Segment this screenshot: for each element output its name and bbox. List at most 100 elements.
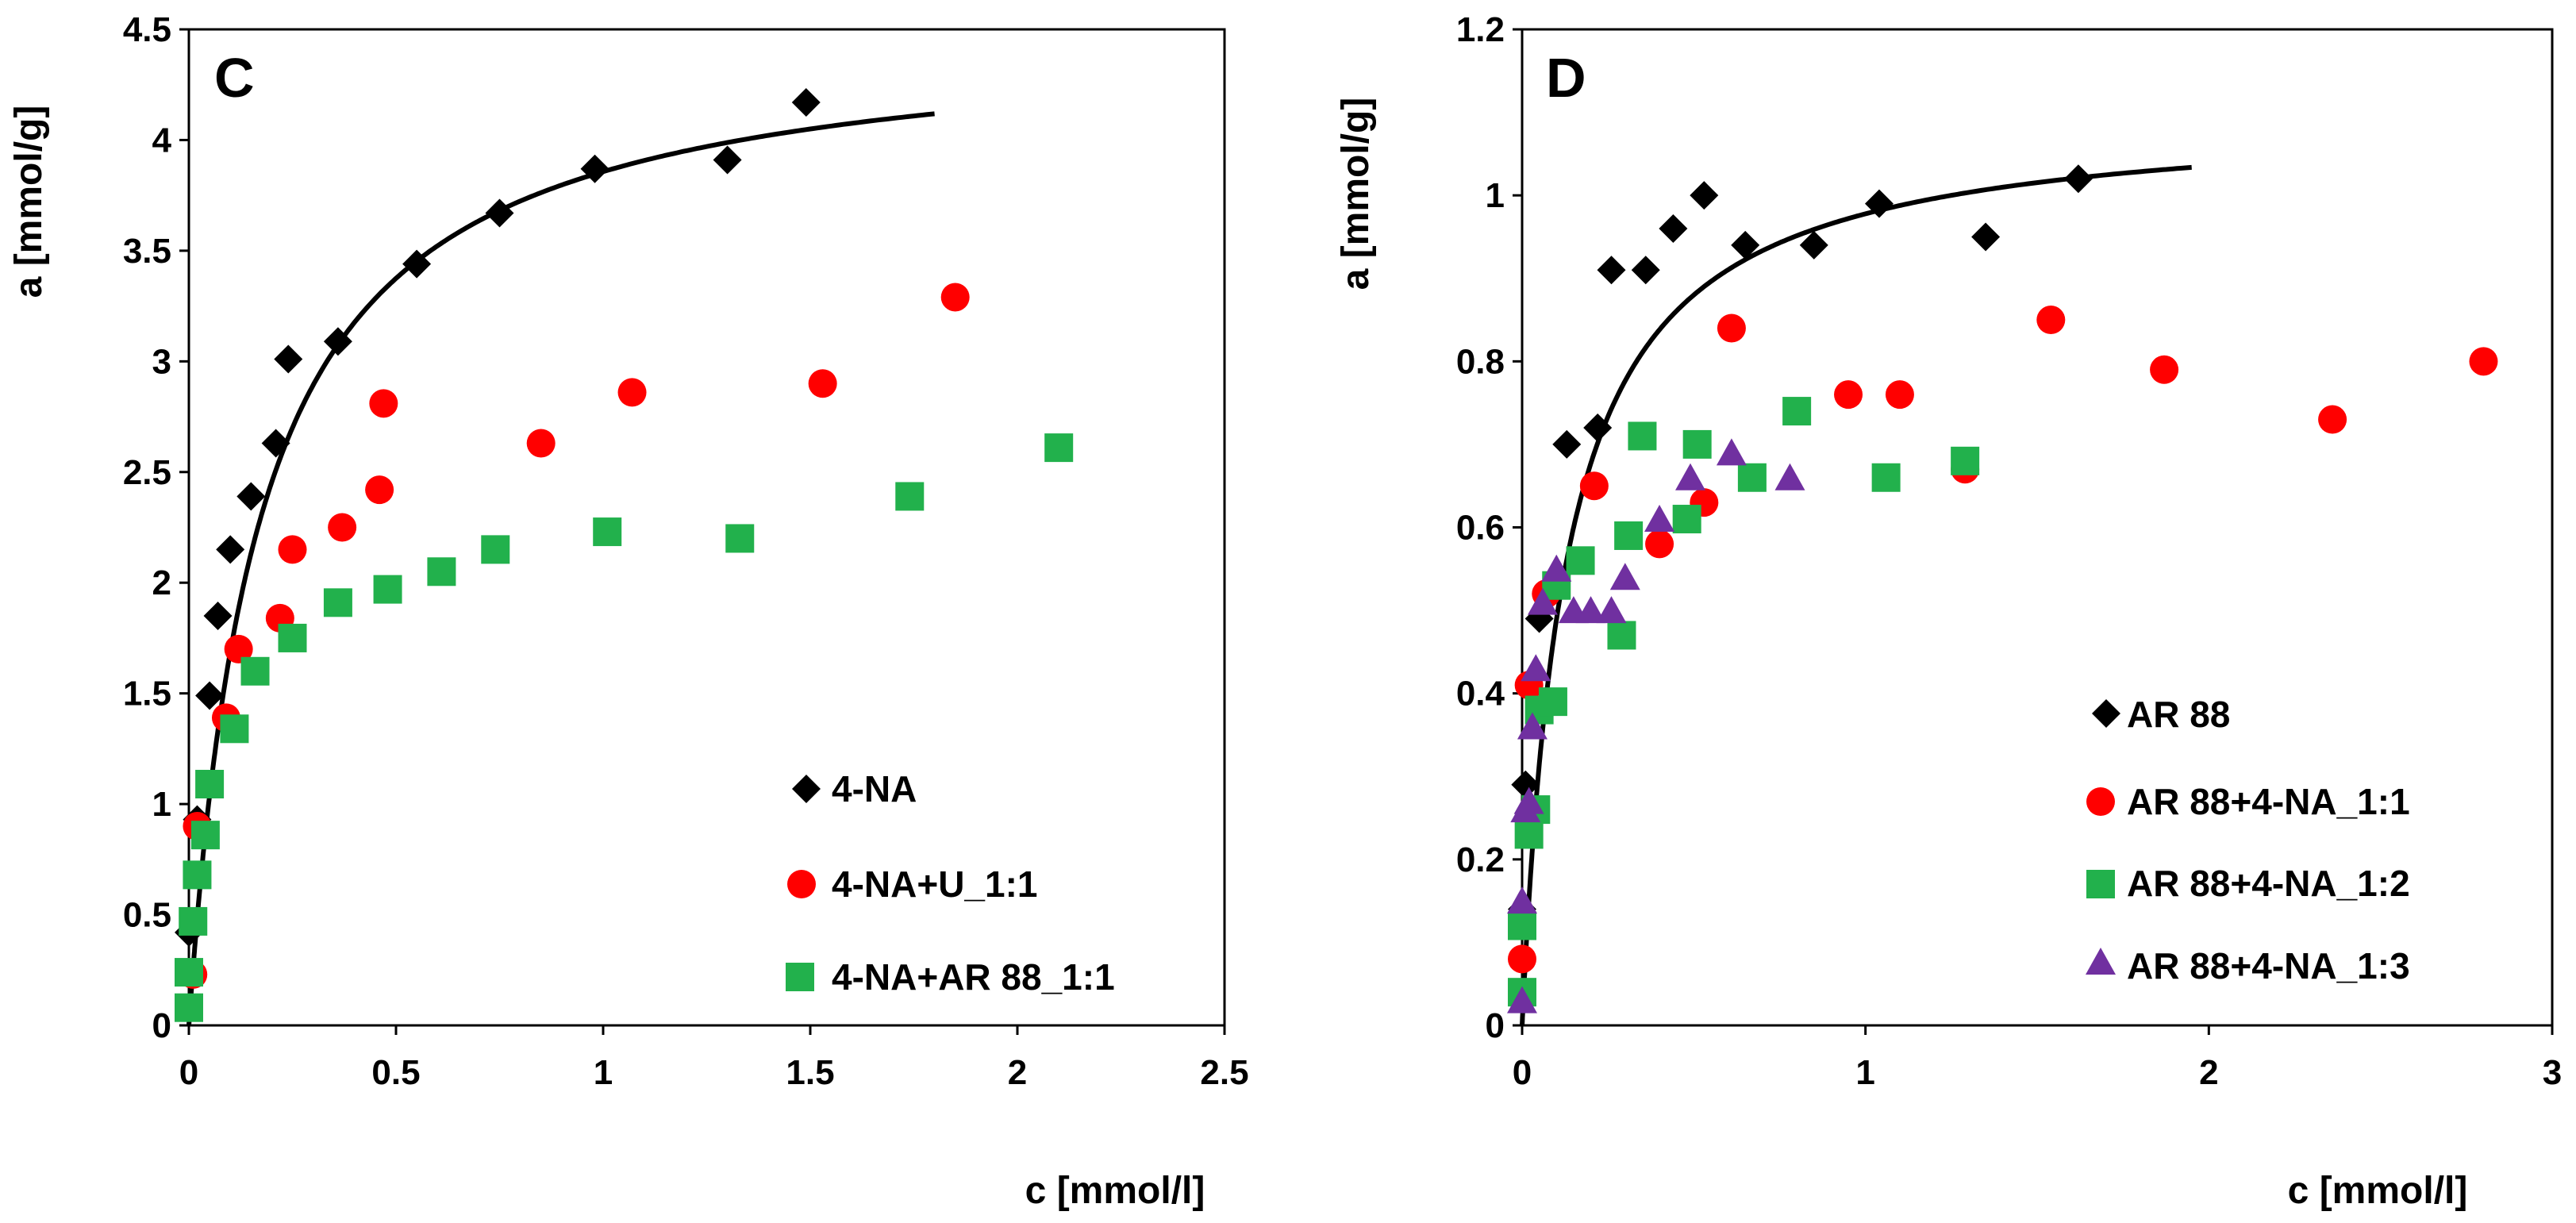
- data-point-diamond: [402, 249, 432, 279]
- y-tick-label: 1: [1486, 176, 1505, 215]
- data-point-circle: [369, 389, 398, 418]
- data-point-diamond: [1552, 429, 1582, 459]
- data-point-circle: [526, 429, 556, 458]
- data-point-diamond: [791, 88, 821, 117]
- data-point-square: [175, 958, 203, 987]
- data-point-diamond: [1731, 230, 1760, 260]
- data-point-triangle: [1609, 563, 1640, 590]
- legend-item-ar88-4na-1-3: AR 88+4-NA_1:3: [2086, 945, 2410, 986]
- data-point-circle: [2036, 306, 2066, 335]
- x-tick-label: 0.5: [371, 1053, 420, 1092]
- legend-label: 4-NA+AR 88_1:1: [832, 956, 1115, 998]
- data-point-triangle: [1675, 463, 1706, 490]
- data-point-square: [1628, 421, 1657, 451]
- y-axis-title-c: a [mmol/g]: [8, 106, 50, 298]
- data-point-circle: [1717, 313, 1746, 343]
- data-point-diamond: [713, 145, 742, 175]
- data-point-circle: [328, 513, 357, 542]
- legend-c: 4-NA 4-NA+U_1:1 4-NA+AR 88_1:1: [786, 768, 1115, 998]
- data-point-circle: [617, 378, 647, 407]
- data-point-square: [1782, 397, 1812, 426]
- data-point-circle: [224, 634, 253, 663]
- data-point-square: [1566, 546, 1595, 575]
- data-point-triangle: [1507, 886, 1537, 914]
- x-tick-label: 2: [1008, 1053, 1027, 1092]
- data-point-square: [1672, 505, 1701, 534]
- legend-label: AR 88: [2127, 694, 2230, 735]
- legend-label: 4-NA+U_1:1: [832, 863, 1038, 905]
- y-tick-label: 2: [152, 563, 171, 602]
- legend-label: AR 88+4-NA_1:1: [2127, 781, 2410, 822]
- data-point-square: [1044, 433, 1074, 463]
- y-tick-label: 1.5: [123, 675, 171, 713]
- legend-item-4-na: 4-NA: [792, 768, 917, 810]
- data-point-square: [1951, 446, 1980, 475]
- legend-item-ar88-4na-1-2: AR 88+4-NA_1:2: [2086, 863, 2410, 904]
- data-point-square: [1514, 820, 1544, 849]
- data-point-square: [183, 860, 212, 890]
- legend-marker-diamond: [792, 775, 821, 803]
- data-point-triangle: [1521, 654, 1551, 682]
- data-point-square: [1682, 429, 1712, 459]
- y-tick-label: 3: [152, 342, 171, 381]
- data-point-square: [190, 821, 220, 850]
- data-point-circle: [278, 535, 307, 564]
- legend-marker-circle: [787, 870, 816, 898]
- data-point-diamond: [1511, 770, 1540, 799]
- data-point-square: [593, 517, 622, 547]
- data-point-square: [725, 524, 755, 553]
- data-point-square: [278, 623, 307, 652]
- y-tick-label: 0: [1486, 1006, 1505, 1045]
- data-point-circle: [2150, 355, 2179, 384]
- data-point-circle: [1834, 380, 1863, 410]
- data-point-triangle: [1716, 438, 1747, 466]
- plot-area-c: [187, 28, 1226, 1027]
- panel-c: 0 0.5 1 1.5 2 2.5 3 3.5 4 4.5 0 0.5 1 1.5 2 2.5 C a [mm…: [8, 10, 1249, 1212]
- data-point-diamond: [1690, 181, 1719, 210]
- y-tick-label: 3.5: [123, 232, 171, 271]
- data-point-circle: [365, 475, 394, 505]
- data-point-circle: [1579, 471, 1609, 501]
- data-point-square: [195, 770, 225, 799]
- panel-label-d: D: [1546, 47, 1586, 109]
- data-point-diamond: [195, 681, 225, 710]
- y-tick-label: 1: [152, 785, 171, 824]
- y-tick-label: 4.5: [123, 10, 171, 49]
- data-point-diamond: [580, 154, 609, 183]
- data-point-diamond: [1799, 230, 1828, 260]
- ticks-d: 0 0.2 0.4 0.6 0.8 1 1.2 0 1 2 3: [1456, 10, 2562, 1092]
- data-point-triangle: [1774, 463, 1805, 490]
- data-point-diamond: [203, 602, 233, 631]
- data-point-triangle: [1517, 712, 1548, 740]
- data-point-circle: [808, 369, 837, 398]
- data-point-circle: [1508, 944, 1536, 974]
- data-point-triangle: [1644, 505, 1675, 533]
- y-tick-label: 0.6: [1456, 509, 1505, 548]
- data-point-triangle: [1527, 587, 1558, 615]
- data-point-triangle: [1513, 786, 1544, 814]
- data-point-circle: [1885, 380, 1914, 410]
- panel-label-c: C: [214, 47, 255, 109]
- data-point-diamond: [274, 344, 303, 374]
- data-point-square: [373, 575, 402, 604]
- legend-marker-square: [786, 963, 814, 991]
- data-point-diamond: [216, 535, 245, 564]
- data-point-diamond: [1659, 214, 1688, 243]
- data-point-diamond: [261, 429, 290, 458]
- data-point-square: [481, 535, 510, 564]
- data-point-diamond: [485, 198, 514, 228]
- x-tick-label: 0: [179, 1053, 198, 1092]
- x-tick-label: 2: [2199, 1053, 2218, 1092]
- panel-d: 0 0.2 0.4 0.6 0.8 1 1.2 0 1 2 3 D a [mmol/g] c [mm…: [1335, 10, 2562, 1212]
- data-point-triangle: [1596, 596, 1627, 624]
- data-point-triangle: [1541, 554, 1572, 582]
- data-point-square: [1871, 463, 1901, 492]
- data-point-triangle: [1575, 596, 1606, 624]
- data-point-square: [1607, 621, 1636, 650]
- y-tick-label: 0: [152, 1006, 171, 1045]
- y-tick-label: 1.2: [1456, 10, 1505, 49]
- y-tick-label: 0.8: [1456, 342, 1505, 381]
- data-point-square: [240, 656, 270, 686]
- y-tick-label: 4: [152, 121, 172, 160]
